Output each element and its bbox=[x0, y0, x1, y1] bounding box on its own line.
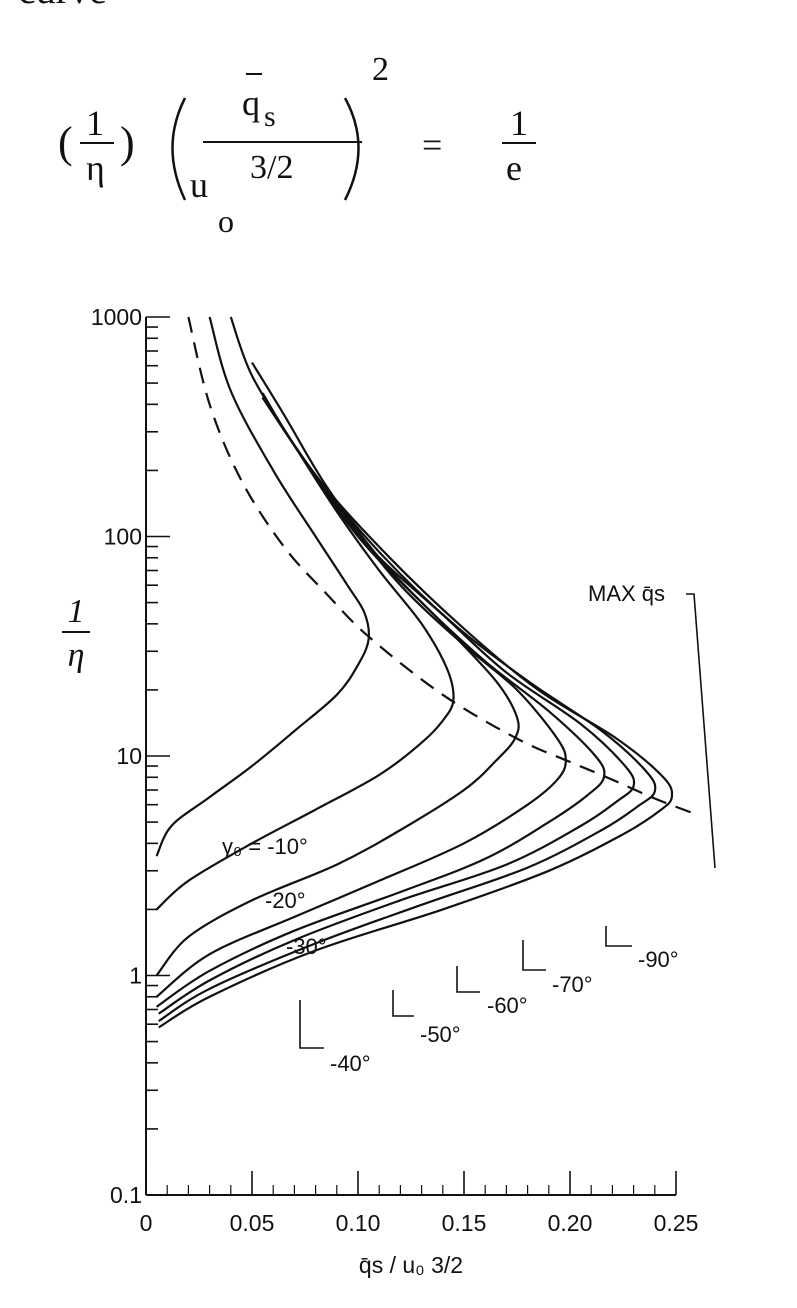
curve-label: -40° bbox=[330, 1051, 371, 1076]
eq-frac-numerator: q bbox=[242, 83, 260, 123]
header-word: curve bbox=[18, 0, 107, 13]
eq-lhs-denominator: η bbox=[86, 148, 105, 188]
curve-label-leader bbox=[299, 1000, 324, 1049]
y-tick-label: 1000 bbox=[91, 304, 142, 330]
y-tick-label: 1 bbox=[129, 963, 142, 989]
eq-big-paren-left bbox=[171, 97, 187, 201]
y-tick-label: 10 bbox=[116, 743, 142, 769]
series-line-6 bbox=[158, 396, 657, 1023]
eq-rhs-denominator: e bbox=[506, 148, 522, 188]
eq-big-paren-right bbox=[343, 97, 360, 201]
series-line-7 bbox=[158, 396, 674, 1029]
y-axis-label-numerator: 1 bbox=[68, 593, 85, 630]
eq-equals: = bbox=[422, 125, 442, 165]
gamma-label: γ₀ = -10° bbox=[222, 834, 308, 859]
curve-label-leader bbox=[392, 990, 414, 1017]
y-tick-label: 100 bbox=[104, 524, 142, 550]
eq-frac-denominator-sub: o bbox=[218, 203, 234, 239]
eq-frac-denominator: u bbox=[190, 165, 208, 205]
series-line-4 bbox=[155, 396, 606, 1008]
eq-frac-numerator-sub: s bbox=[264, 100, 276, 133]
series-line-5 bbox=[158, 396, 636, 1015]
y-tick-label: 0.1 bbox=[110, 1182, 142, 1208]
curve-label-leader bbox=[605, 926, 632, 947]
curve-label: -20° bbox=[265, 888, 306, 913]
x-tick-label: 0.10 bbox=[336, 1210, 381, 1236]
x-tick-label: 0.20 bbox=[548, 1210, 593, 1236]
eq-rhs-numerator: 1 bbox=[510, 103, 528, 143]
series-line-1 bbox=[155, 316, 455, 911]
curve-label-leader bbox=[522, 940, 546, 971]
x-axis-label: q̄s / u₀ 3/2 bbox=[359, 1252, 463, 1278]
eq-lhs-paren-open: ( bbox=[58, 118, 73, 167]
curve-label-leader bbox=[456, 966, 480, 993]
y-axis-label-denominator: η bbox=[68, 637, 85, 674]
curve-label: -50° bbox=[420, 1022, 461, 1047]
series-line-2 bbox=[155, 362, 520, 977]
x-tick-label: 0.15 bbox=[442, 1210, 487, 1236]
max-qs-dashed-curve bbox=[187, 316, 698, 816]
x-tick-label: 0 bbox=[140, 1210, 153, 1236]
x-tick-label: 0.25 bbox=[654, 1210, 699, 1236]
eq-lhs-numerator: 1 bbox=[86, 103, 104, 143]
series-line-0 bbox=[155, 316, 370, 857]
x-tick-label: 0.05 bbox=[230, 1210, 275, 1236]
equation: ( 1 η ) q s u 3/2 o 2 = 1 e bbox=[58, 51, 536, 239]
eq-lhs-paren-close: ) bbox=[120, 118, 135, 167]
eq-frac-denominator-exp: 3/2 bbox=[250, 149, 293, 186]
max-qs-label: MAX q̄s bbox=[588, 581, 665, 606]
curve-label: -60° bbox=[487, 993, 528, 1018]
curve-label: -70° bbox=[552, 972, 593, 997]
curve-label: -90° bbox=[638, 947, 679, 972]
max-qs-leader bbox=[686, 593, 716, 869]
eq-exponent: 2 bbox=[372, 51, 389, 88]
curve-label: -30° bbox=[286, 934, 327, 959]
chart: 0.1 1 10 100 1000 0 0.05 0.10 0.15 0.20 0.25 q̄s / … bbox=[62, 304, 716, 1278]
